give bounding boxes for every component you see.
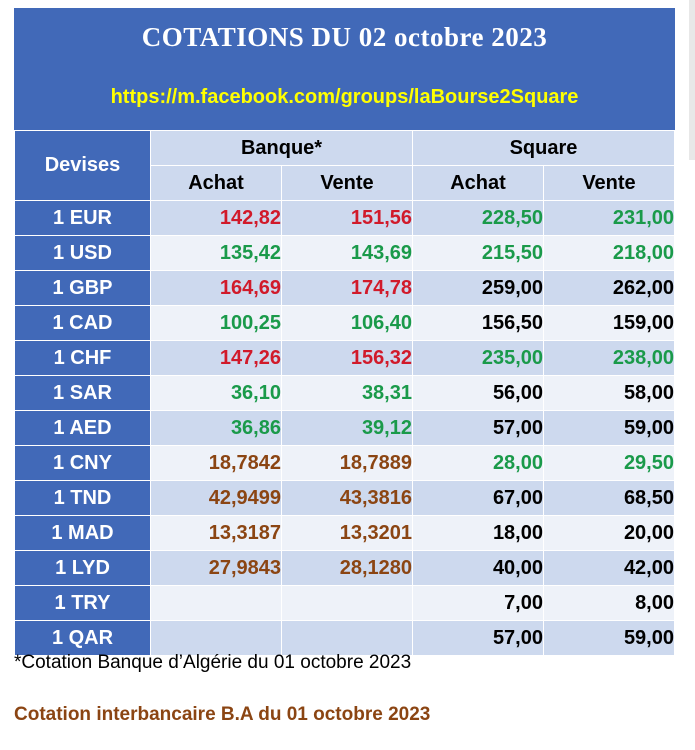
currency-cell: 1 TRY — [14, 585, 151, 621]
square-achat-cell: 57,00 — [412, 620, 544, 656]
square-vente-cell: 262,00 — [543, 270, 675, 306]
banque-achat-cell: 13,3187 — [150, 515, 282, 551]
facebook-group-link[interactable]: https://m.facebook.com/groups/laBourse2S… — [110, 86, 579, 108]
banque-vente-cell: 143,69 — [281, 235, 413, 271]
banque-vente-cell: 38,31 — [281, 375, 413, 411]
table-row: 1 TRY 7,00 8,00 — [14, 585, 675, 621]
square-vente-cell: 20,00 — [543, 515, 675, 551]
banque-achat-cell: 18,7842 — [150, 445, 282, 481]
square-vente-cell: 59,00 — [543, 410, 675, 446]
banque-vente-cell: 151,56 — [281, 200, 413, 236]
currency-cell: 1 CNY — [14, 445, 151, 481]
banque-achat-cell: 42,9499 — [150, 480, 282, 516]
table-row: 1 QAR 57,00 59,00 — [14, 620, 675, 656]
square-vente-cell: 238,00 — [543, 340, 675, 376]
currency-cell: 1 GBP — [14, 270, 151, 306]
banque-header: Banque* — [150, 130, 413, 166]
currency-cell: 1 LYD — [14, 550, 151, 586]
square-vente-cell: 59,00 — [543, 620, 675, 656]
footnote: *Cotation Banque d’Algérie du 01 octobre… — [14, 652, 412, 673]
square-achat-cell: 259,00 — [412, 270, 544, 306]
square-achat-cell: 215,50 — [412, 235, 544, 271]
banque-vente-cell: 43,3816 — [281, 480, 413, 516]
quotes-table: Devises Banque* Square Achat Vente Achat… — [14, 130, 675, 656]
square-achat-cell: 235,00 — [412, 340, 544, 376]
table-row: 1 USD 135,42 143,69 215,50 218,00 — [14, 235, 675, 271]
square-vente-cell: 218,00 — [543, 235, 675, 271]
banque-vente-cell: 174,78 — [281, 270, 413, 306]
currency-cell: 1 TND — [14, 480, 151, 516]
square-achat-cell: 56,00 — [412, 375, 544, 411]
interbank-note: Cotation interbancaire B.A du 01 octobre… — [14, 704, 431, 725]
currency-cell: 1 QAR — [14, 620, 151, 656]
square-vente-cell: 231,00 — [543, 200, 675, 236]
square-achat-header: Achat — [412, 165, 544, 201]
banque-vente-header: Vente — [281, 165, 413, 201]
banque-achat-cell: 27,9843 — [150, 550, 282, 586]
currency-cell: 1 CAD — [14, 305, 151, 341]
currency-cell: 1 MAD — [14, 515, 151, 551]
square-vente-cell: 42,00 — [543, 550, 675, 586]
square-achat-cell: 228,50 — [412, 200, 544, 236]
banque-vente-cell: 28,1280 — [281, 550, 413, 586]
currency-cell: 1 AED — [14, 410, 151, 446]
square-vente-cell: 58,00 — [543, 375, 675, 411]
square-vente-cell: 29,50 — [543, 445, 675, 481]
square-vente-header: Vente — [543, 165, 675, 201]
table-row: 1 EUR 142,82 151,56 228,50 231,00 — [14, 200, 675, 236]
currency-cell: 1 SAR — [14, 375, 151, 411]
banque-achat-cell: 36,86 — [150, 410, 282, 446]
page-title: COTATIONS DU 02 octobre 2023 — [141, 22, 548, 52]
banque-achat-header: Achat — [150, 165, 282, 201]
square-vente-cell: 68,50 — [543, 480, 675, 516]
square-header: Square — [412, 130, 675, 166]
square-vente-cell: 159,00 — [543, 305, 675, 341]
banque-achat-cell — [150, 585, 282, 621]
banque-vente-cell: 18,7889 — [281, 445, 413, 481]
banque-achat-cell — [150, 620, 282, 656]
table-row: 1 AED 36,86 39,12 57,00 59,00 — [14, 410, 675, 446]
banque-vente-cell — [281, 585, 413, 621]
square-achat-cell: 67,00 — [412, 480, 544, 516]
banque-vente-cell: 39,12 — [281, 410, 413, 446]
square-achat-cell: 18,00 — [412, 515, 544, 551]
square-achat-cell: 57,00 — [412, 410, 544, 446]
table-row: 1 SAR 36,10 38,31 56,00 58,00 — [14, 375, 675, 411]
banque-achat-cell: 142,82 — [150, 200, 282, 236]
banque-vente-cell: 156,32 — [281, 340, 413, 376]
banque-vente-cell: 13,3201 — [281, 515, 413, 551]
banque-achat-cell: 147,26 — [150, 340, 282, 376]
square-achat-cell: 7,00 — [412, 585, 544, 621]
table-row: 1 TND 42,9499 43,3816 67,00 68,50 — [14, 480, 675, 516]
banque-achat-cell: 36,10 — [150, 375, 282, 411]
currency-cell: 1 USD — [14, 235, 151, 271]
table-row: 1 CHF 147,26 156,32 235,00 238,00 — [14, 340, 675, 376]
banque-vente-cell: 106,40 — [281, 305, 413, 341]
square-achat-cell: 40,00 — [412, 550, 544, 586]
table-row: 1 CNY 18,7842 18,7889 28,00 29,50 — [14, 445, 675, 481]
currency-cell: 1 CHF — [14, 340, 151, 376]
banque-vente-cell — [281, 620, 413, 656]
square-achat-cell: 156,50 — [412, 305, 544, 341]
table-row: 1 CAD 100,25 106,40 156,50 159,00 — [14, 305, 675, 341]
table-row: 1 LYD 27,9843 28,1280 40,00 42,00 — [14, 550, 675, 586]
banque-achat-cell: 135,42 — [150, 235, 282, 271]
banque-achat-cell: 100,25 — [150, 305, 282, 341]
banque-achat-cell: 164,69 — [150, 270, 282, 306]
currency-cell: 1 EUR — [14, 200, 151, 236]
square-vente-cell: 8,00 — [543, 585, 675, 621]
devises-header: Devises — [14, 130, 151, 201]
table-row: 1 MAD 13,3187 13,3201 18,00 20,00 — [14, 515, 675, 551]
quotes-panel: COTATIONS DU 02 octobre 2023 https://m.f… — [14, 8, 675, 656]
table-row: 1 GBP 164,69 174,78 259,00 262,00 — [14, 270, 675, 306]
scrollbar[interactable] — [689, 0, 695, 160]
square-achat-cell: 28,00 — [412, 445, 544, 481]
header-banner: COTATIONS DU 02 octobre 2023 https://m.f… — [14, 8, 675, 130]
